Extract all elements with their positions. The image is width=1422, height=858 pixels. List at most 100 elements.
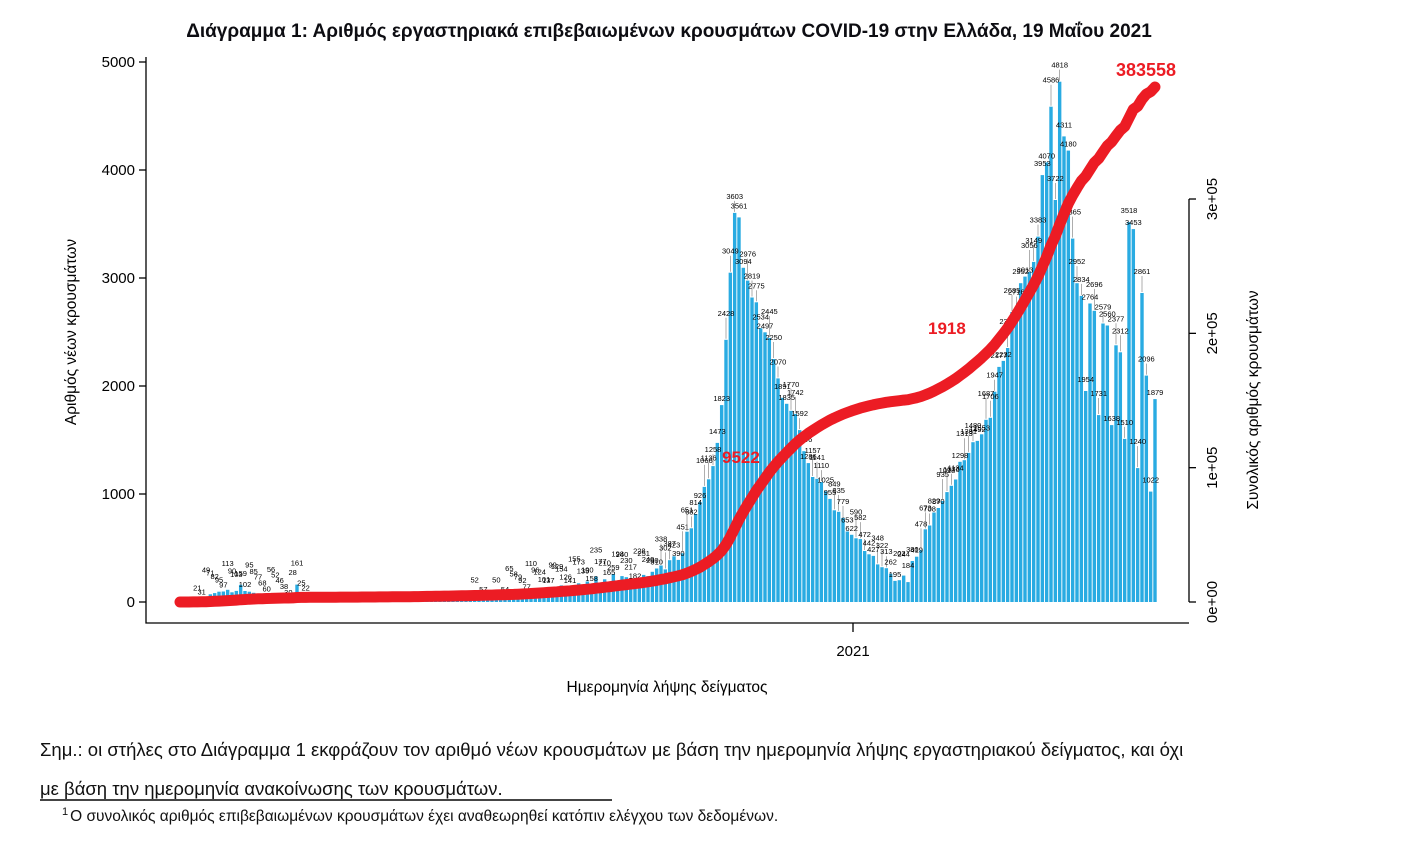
- bar-label: 182: [629, 571, 642, 580]
- bar: [914, 556, 919, 602]
- bar: [650, 571, 655, 602]
- bar: [936, 508, 941, 602]
- bar: [633, 582, 637, 602]
- bar: [724, 339, 728, 602]
- bar-label: 49: [202, 566, 210, 575]
- bar: [841, 517, 845, 602]
- bar-label: 85: [249, 567, 257, 576]
- bar-label: 58: [509, 570, 517, 579]
- bar: [1057, 81, 1062, 602]
- bar: [1036, 236, 1040, 602]
- bar-label: 2445: [761, 307, 778, 316]
- bar-label: 814: [689, 498, 702, 507]
- bar: [971, 442, 975, 602]
- left-axis-tick-label: 5000: [102, 54, 135, 71]
- bar-label: 137: [542, 576, 555, 585]
- bar: [1075, 283, 1079, 602]
- bar: [745, 280, 750, 602]
- bar-label: 682: [685, 507, 698, 516]
- bar: [646, 576, 650, 602]
- bar-label: 1823: [713, 394, 730, 403]
- bar-label: 313: [880, 547, 893, 556]
- bar-label: 2096: [1138, 355, 1155, 364]
- bar-label: 251: [637, 549, 650, 558]
- bar-label: 1835: [778, 393, 795, 402]
- bar: [880, 567, 884, 602]
- bar: [693, 514, 698, 602]
- bar: [910, 561, 915, 602]
- bar-label: 71: [206, 568, 214, 577]
- bar-label: 60: [262, 585, 270, 594]
- bar: [815, 478, 819, 602]
- bar: [927, 525, 932, 602]
- bar-label: 651: [681, 506, 694, 515]
- bar-label: 52: [271, 570, 279, 579]
- bar-label: 1110: [814, 461, 830, 470]
- bar-label: 96: [531, 566, 539, 575]
- footnote-divider: [40, 799, 612, 801]
- bar: [1023, 276, 1027, 602]
- epi-curve-chart-container: Διάγραμμα 1: Αριθμός εργαστηριακά επιβεβ…: [63, 21, 1262, 696]
- bar-label: 21: [193, 584, 201, 593]
- bar-label: 1592: [791, 409, 808, 418]
- bar-label: 1638: [1103, 414, 1120, 423]
- bar: [875, 564, 880, 602]
- bar: [737, 217, 741, 602]
- bar: [1010, 312, 1014, 602]
- bar: [867, 554, 871, 602]
- bar-label: 2497: [757, 321, 774, 330]
- bar-label: 380: [906, 545, 919, 554]
- bar-label: 198: [611, 550, 624, 559]
- bar: [979, 434, 984, 602]
- y-axis-title-left: Αριθμός νέων κρουσμάτων: [63, 239, 80, 425]
- bar-label: 1742: [787, 388, 804, 397]
- left-axis-tick-label: 1000: [102, 486, 135, 503]
- bar-label: 2534: [752, 312, 769, 321]
- epi-curve-chart: Διάγραμμα 1: Αριθμός εργαστηριακά επιβεβ…: [63, 21, 1262, 696]
- bar: [988, 417, 993, 602]
- bar-label: 870: [932, 497, 945, 506]
- bar: [845, 531, 850, 602]
- bar: [1005, 348, 1010, 602]
- bar: [1153, 399, 1157, 602]
- right-axis-tick-label: 0e+00: [1204, 581, 1221, 623]
- bar-label: 2579: [1095, 302, 1112, 311]
- bar-label: 57: [479, 585, 487, 594]
- bar-label: 235: [590, 546, 603, 555]
- bar: [711, 466, 715, 602]
- bar-label: 955: [824, 488, 837, 497]
- bar-label: 1066: [696, 456, 713, 465]
- bar: [862, 551, 867, 602]
- bar-label: 926: [694, 491, 707, 500]
- bar-label: 3953: [1034, 159, 1051, 168]
- bar: [702, 486, 707, 602]
- bar-label: 1240: [1129, 437, 1146, 446]
- bar-label: 2250: [765, 333, 782, 342]
- bar-label: 141: [564, 576, 577, 585]
- bar: [919, 550, 923, 602]
- bar-label: 28: [288, 568, 296, 577]
- bar-label: 240: [642, 555, 655, 564]
- bar-label: 3013: [1017, 266, 1034, 275]
- bar-label: 2819: [744, 272, 761, 281]
- bar-label: 1480: [965, 421, 982, 430]
- bar-label: 280: [646, 556, 659, 565]
- bar-label: 2696: [1086, 280, 1103, 289]
- y-axis-title-right: Συνολικός αριθμός κρουσμάτων: [1245, 290, 1262, 510]
- bar-label: 2952: [1069, 257, 1086, 266]
- bar-label: 4311: [1056, 120, 1072, 129]
- bar-label: 3453: [1125, 218, 1142, 227]
- bar: [689, 528, 694, 602]
- bar: [797, 430, 802, 602]
- bar: [1148, 491, 1153, 602]
- bar: [932, 512, 936, 602]
- bar: [758, 328, 763, 602]
- bar: [1114, 345, 1118, 602]
- cumulative-total-label: 383558: [1116, 60, 1176, 80]
- bar-label: 1510: [1116, 418, 1133, 427]
- bar-label: 68: [258, 579, 266, 588]
- bar-label: 95: [215, 576, 223, 585]
- bar: [732, 212, 737, 602]
- bar-label: 240: [616, 550, 629, 559]
- right-axis-tick-label: 2e+05: [1204, 312, 1221, 354]
